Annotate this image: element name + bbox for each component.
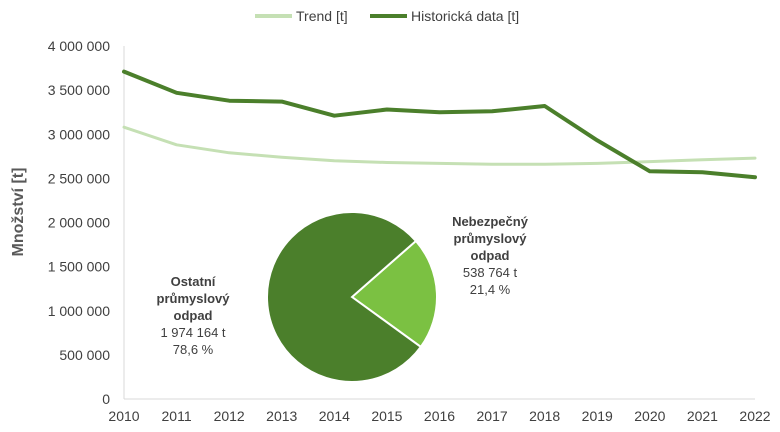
pie-percent-hazardous: 21,4 % <box>470 282 511 297</box>
x-tick-label: 2018 <box>529 408 560 424</box>
x-tick-label: 2011 <box>162 408 192 424</box>
x-tick-label: 2013 <box>266 408 297 424</box>
pie-chart <box>266 211 439 383</box>
x-tick-label: 2015 <box>371 408 402 424</box>
x-tick-label: 2021 <box>687 408 718 424</box>
y-tick-labels: 0 500 000 1 000 000 1 500 000 2 000 000 2 500… <box>48 38 111 407</box>
pie-slice-hazardous <box>350 239 439 349</box>
x-tick-label: 2010 <box>108 408 139 424</box>
legend-label-historical: Historická data [t] <box>411 8 519 24</box>
y-tick-label: 1 500 000 <box>48 259 110 275</box>
pie-label-other-line3: odpad <box>174 308 213 323</box>
pie-label-other-line2: průmyslový <box>157 291 231 306</box>
series-lines <box>122 69 757 180</box>
series-line-historical <box>122 69 757 180</box>
y-tick-label: 0 <box>102 391 110 407</box>
x-tick-label: 2019 <box>582 408 613 424</box>
pie-label-other-line1: Ostatní <box>171 274 216 289</box>
y-tick-label: 3 000 000 <box>48 126 110 142</box>
y-tick-label: 1 000 000 <box>48 303 110 319</box>
pie-slice-other <box>266 211 423 383</box>
pie-value-hazardous: 538 764 t <box>463 265 518 280</box>
pie-label-hazardous-line1: Nebezpečný <box>452 214 529 229</box>
x-tick-label: 2016 <box>424 408 455 424</box>
y-tick-label: 3 500 000 <box>48 82 110 98</box>
pie-percent-other: 78,6 % <box>173 342 214 357</box>
pie-label-hazardous-line2: průmyslový <box>454 231 528 246</box>
y-tick-label: 500 000 <box>59 347 110 363</box>
pie-label-hazardous: Nebezpečný průmyslový odpad 538 764 t 21… <box>452 214 529 297</box>
x-tick-label: 2022 <box>739 408 770 424</box>
x-tick-label: 2020 <box>634 408 665 424</box>
legend: Trend [t] Historická data [t] <box>255 8 519 24</box>
legend-label-trend: Trend [t] <box>296 8 348 24</box>
pie-label-other: Ostatní průmyslový odpad 1 974 164 t 78,… <box>157 274 231 357</box>
x-tick-label: 2014 <box>319 408 350 424</box>
x-tick-labels: 2010 2011 2012 2013 2014 2015 2016 2017 2018 2019… <box>108 408 770 424</box>
y-axis-title: Množství [t] <box>10 168 27 257</box>
pie-value-other: 1 974 164 t <box>160 325 225 340</box>
y-tick-label: 4 000 000 <box>48 38 110 54</box>
pie-label-hazardous-line3: odpad <box>471 248 510 263</box>
x-tick-label: 2017 <box>477 408 508 424</box>
x-tick-label: 2012 <box>214 408 245 424</box>
y-tick-label: 2 000 000 <box>48 215 110 231</box>
series-line-trend <box>122 125 757 166</box>
y-tick-label: 2 500 000 <box>48 170 110 186</box>
